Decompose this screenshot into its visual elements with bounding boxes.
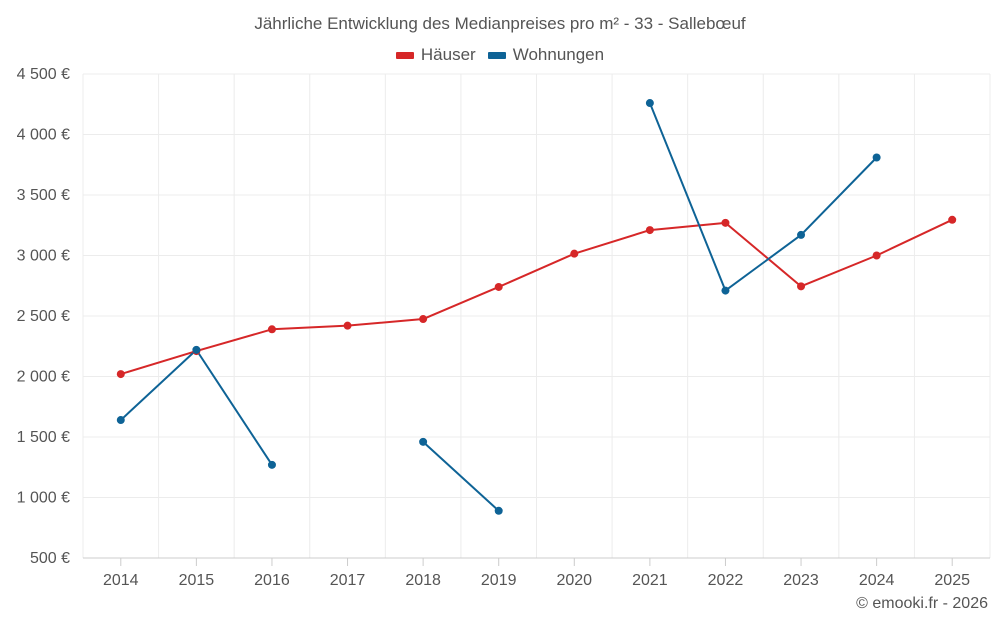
x-tick-label: 2020 bbox=[556, 572, 592, 589]
y-tick-label: 1 000 € bbox=[17, 490, 70, 507]
data-point-haeuser bbox=[570, 249, 579, 258]
y-tick-label: 2 500 € bbox=[17, 308, 70, 325]
data-point-wohnungen bbox=[419, 437, 428, 446]
data-point-wohnungen bbox=[267, 460, 276, 469]
data-point-wohnungen bbox=[645, 99, 654, 108]
legend-label-haeuser: Häuser bbox=[420, 45, 476, 64]
data-point-haeuser bbox=[797, 282, 806, 291]
x-tick-label: 2018 bbox=[405, 572, 441, 589]
data-point-haeuser bbox=[419, 315, 428, 324]
x-tick-label: 2024 bbox=[859, 572, 895, 589]
data-point-wohnungen bbox=[872, 153, 881, 162]
legend-item-haeuser[interactable]: Häuser bbox=[395, 45, 476, 65]
x-tick-label: 2017 bbox=[330, 572, 366, 589]
y-tick-label: 3 500 € bbox=[17, 187, 70, 204]
data-point-haeuser bbox=[116, 370, 125, 379]
y-tick-label: 4 000 € bbox=[17, 127, 70, 144]
legend-swatch-haeuser bbox=[395, 51, 414, 59]
data-point-haeuser bbox=[948, 215, 957, 224]
data-point-wohnungen bbox=[494, 506, 503, 515]
copyright-text: © emooki.fr - 2026 bbox=[856, 595, 988, 612]
legend-item-wohnungen[interactable]: Wohnungen bbox=[487, 45, 605, 65]
series-line-haeuser bbox=[120, 218, 953, 376]
x-tick-label: 2016 bbox=[254, 572, 290, 589]
x-tick-label: 2014 bbox=[103, 572, 139, 589]
y-tick-label: 1 500 € bbox=[17, 429, 70, 446]
legend-swatch-wohnungen bbox=[487, 51, 506, 59]
series-line-wohnungen bbox=[422, 441, 500, 512]
data-point-wohnungen bbox=[721, 286, 730, 295]
y-tick-label: 500 € bbox=[30, 550, 70, 567]
data-point-haeuser bbox=[721, 218, 730, 227]
x-tick-label: 2021 bbox=[632, 572, 668, 589]
legend: Häuser Wohnungen bbox=[0, 45, 1000, 65]
x-tick-label: 2025 bbox=[934, 572, 970, 589]
data-point-wohnungen bbox=[192, 345, 201, 354]
x-tick-label: 2023 bbox=[783, 572, 819, 589]
y-tick-label: 2 000 € bbox=[17, 369, 70, 386]
data-point-haeuser bbox=[872, 251, 881, 260]
series-line-wohnungen bbox=[648, 102, 878, 292]
x-tick-label: 2019 bbox=[481, 572, 517, 589]
x-tick-label: 2022 bbox=[708, 572, 744, 589]
y-tick-label: 4 500 € bbox=[17, 66, 70, 83]
data-point-wohnungen bbox=[116, 416, 125, 425]
data-point-wohnungen bbox=[797, 230, 806, 239]
data-point-haeuser bbox=[494, 282, 503, 291]
data-point-haeuser bbox=[267, 325, 276, 334]
data-point-haeuser bbox=[343, 321, 352, 330]
data-point-haeuser bbox=[645, 226, 654, 235]
legend-label-wohnungen: Wohnungen bbox=[512, 45, 605, 64]
x-tick-label: 2015 bbox=[179, 572, 215, 589]
chart-title: Jährliche Entwicklung des Medianpreises … bbox=[254, 14, 746, 33]
y-tick-label: 3 000 € bbox=[17, 248, 70, 265]
